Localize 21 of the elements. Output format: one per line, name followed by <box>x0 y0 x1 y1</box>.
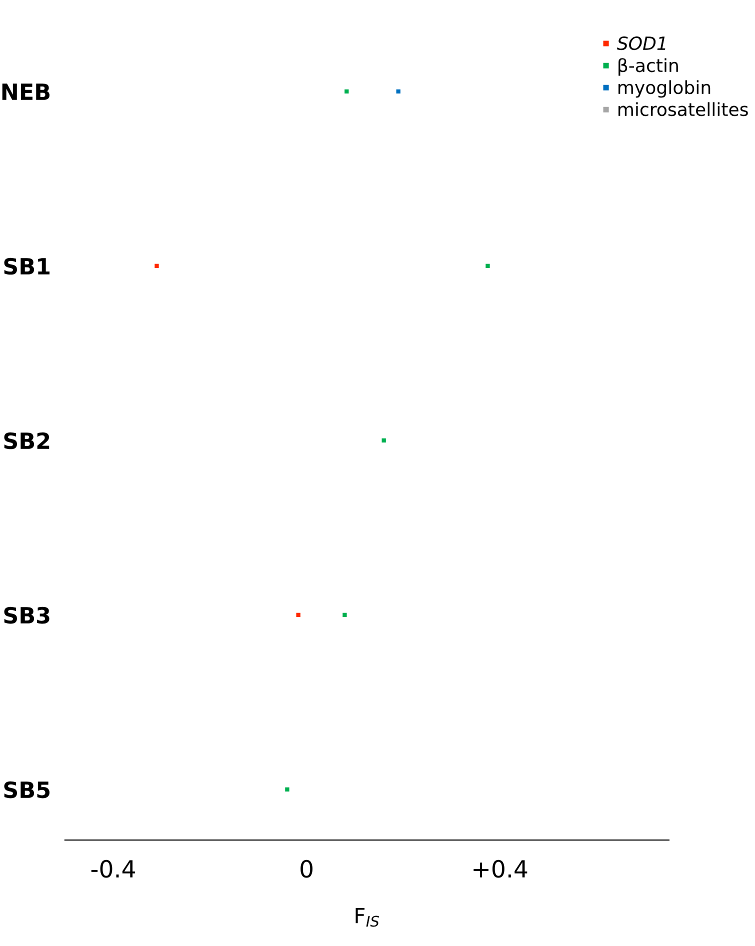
point <box>344 89 349 94</box>
y-tick-label: SB1 <box>4 258 50 275</box>
point <box>296 612 300 618</box>
point <box>342 612 347 618</box>
y-tick-label: SB5 <box>4 781 50 798</box>
point <box>396 89 400 94</box>
point <box>154 264 159 268</box>
point <box>382 438 386 443</box>
legend-label: SOD1 <box>616 36 666 50</box>
y-tick-label: SB2 <box>4 432 50 450</box>
x-tick-label: 0 <box>300 860 312 878</box>
legend-label: myoglobin <box>618 80 710 98</box>
y-tick-label: NEB <box>2 84 50 100</box>
point <box>486 264 490 268</box>
y-tick-label: SB3 <box>4 606 50 624</box>
x-tick-label: -0.4 <box>91 860 135 878</box>
legend-label: β-actin <box>618 58 678 76</box>
point <box>285 787 290 792</box>
legend-label: microsatellites <box>618 102 748 116</box>
x-tick-label: +0.4 <box>474 860 528 878</box>
x-axis-title: F$_{IS}$ <box>356 908 379 927</box>
